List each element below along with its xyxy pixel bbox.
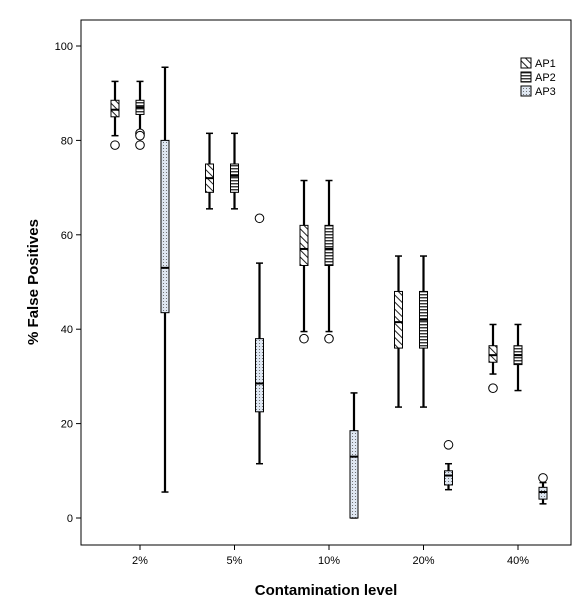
x-tick-label-0: 2% [132,555,148,567]
box-ap1-4 [488,323,498,394]
iqr-box [349,430,359,519]
iqr-box [299,224,309,266]
iqr-box [538,486,548,500]
legend-swatch-ap1 [520,57,532,69]
legend: AP1 AP2 AP3 [520,57,556,98]
outlier-point [538,473,548,483]
y-tick-label-1: 20 [61,419,73,431]
iqr-box [160,139,170,314]
legend-label-ap1: AP1 [535,58,556,70]
box-ap1-0 [110,80,120,150]
x-axis: 2% 5% 10% 20% 40% [132,545,529,567]
box-ap1-3 [394,255,403,408]
y-axis-title: % False Positives [25,219,42,345]
legend-label-ap2: AP2 [535,72,556,84]
y-tick-label-0: 0 [67,513,73,525]
y-tick-label-3: 60 [61,230,73,242]
y-axis: 0 20 40 60 80 100 [55,41,81,525]
y-tick-label-2: 40 [61,324,73,336]
x-tick-label-1: 5% [227,555,243,567]
box-ap3-0 [160,66,170,493]
x-tick-label-3: 20% [412,555,434,567]
box-ap1-2 [299,179,309,344]
x-axis-title: Contamination level [255,582,398,599]
iqr-box [255,338,264,413]
iqr-box [488,345,498,363]
legend-swatch-ap2 [520,71,532,83]
box-ap2-1 [230,132,239,210]
x-tick-label-2: 10% [318,555,340,567]
iqr-box [110,99,120,118]
box-ap3-4 [538,473,548,505]
outlier-point [324,333,334,344]
iqr-box [444,470,453,486]
iqr-box [230,163,239,193]
box-ap2-2 [324,179,334,344]
outlier-point [135,130,145,141]
box-ap3-3 [443,440,454,491]
legend-swatch-ap3 [520,85,532,97]
y-tick-label-4: 80 [61,135,73,147]
outlier-point [254,213,265,224]
box-ap2-0 [135,80,145,150]
outlier-point [110,140,120,150]
outlier-point [488,383,498,394]
x-tick-label-4: 40% [507,555,529,567]
box-ap1-1 [205,132,214,210]
legend-label-ap3: AP3 [535,86,556,98]
y-tick-label-5: 100 [55,41,73,53]
outlier-point [443,440,454,450]
outlier-point [299,333,309,344]
box-ap2-3 [419,255,428,408]
box-ap3-1 [254,213,265,465]
plot-area [80,19,572,546]
box-ap3-2 [349,392,359,519]
iqr-box [324,224,334,266]
boxes [110,66,548,519]
box-ap2-4 [513,323,523,392]
iqr-box [394,290,403,349]
outlier-point [135,140,145,150]
